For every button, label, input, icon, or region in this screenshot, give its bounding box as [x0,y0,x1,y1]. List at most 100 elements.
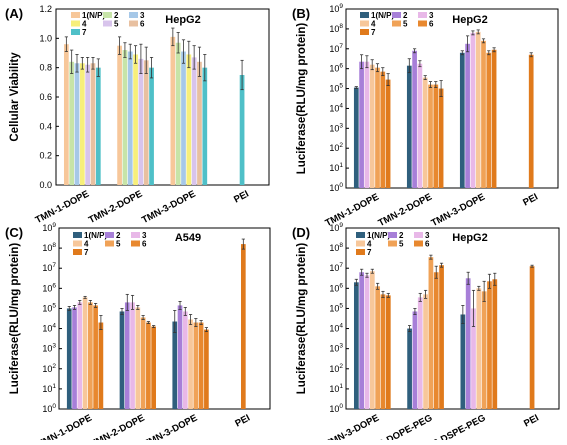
bar [459,52,465,188]
legend-swatch [388,232,397,238]
legend-label: 7 [84,248,89,257]
bar [151,326,156,409]
legend-label: 2 [403,11,408,20]
bar [412,311,418,409]
panel-label: (B) [292,6,310,21]
bar [353,282,359,409]
y-tick-label: 102 [42,363,56,374]
y-tick-label: 105 [329,83,343,94]
y-tick-label: 109 [329,222,343,233]
category-label: TMN-2-DOPE [377,192,434,229]
legend-swatch [103,20,112,27]
legend-swatch [73,249,82,255]
legend-swatch [392,20,401,27]
y-tick-label: 0.0 [39,180,52,190]
legend-swatch [131,232,140,238]
legend-label: 7 [371,28,376,37]
legend-label: 4 [82,20,87,29]
legend-swatch [414,240,423,247]
bar [69,61,75,185]
legend-swatch [360,29,369,35]
legend-label: 7 [82,28,87,37]
legend-swatch [388,240,397,247]
legend-swatch [105,240,114,247]
y-axis-title: Luciferase(RLU/mg protein) [296,23,308,175]
category-label: PEI [233,413,252,430]
legend-label: 3 [140,11,145,20]
legend-label: 2 [116,231,121,240]
bar [117,45,122,185]
legend-swatch [73,232,82,238]
y-tick-label: 106 [329,282,343,293]
legend-label: 4 [367,240,372,249]
bar [127,51,133,186]
legend-label: 3 [429,11,434,20]
category-label: TMN-3-DOPE [142,413,199,440]
y-tick-label: 100 [329,182,343,193]
bar [182,311,188,409]
panel-title: HepG2 [165,14,200,26]
legend-swatch [71,29,80,35]
bar [177,305,183,409]
bar [72,307,77,409]
category-label: PEI [232,189,251,206]
category-label: PEI [521,192,540,209]
bar [438,88,444,188]
y-tick-label: 100 [329,403,343,414]
legend-swatch [392,12,401,18]
legend: 1(N/P) 2 3 4 5 6 7 [73,231,147,257]
bar [417,63,423,188]
bar [407,328,412,409]
legend-swatch [414,232,423,238]
bar [85,64,91,185]
y-tick-label: 103 [329,122,343,133]
legend: 1(N/P) 2 3 4 5 6 7 [71,11,145,37]
bar [475,31,481,188]
bars [66,238,246,409]
legend-label: 6 [425,240,430,249]
bar [93,305,98,409]
y-tick-label: 102 [329,142,343,153]
category-label: TMN-2-DOPE [89,413,146,440]
y-tick-label: 108 [329,23,343,34]
legend-label: 2 [399,231,404,240]
legend-label: 6 [429,20,434,29]
bar [204,329,209,409]
bar [146,322,151,409]
bar [74,63,80,186]
legend-label: 4 [371,20,376,29]
y-tick-label: 1.0 [39,33,52,43]
bar [175,42,181,185]
y-tick-label: 105 [329,302,343,313]
bar [133,54,138,185]
legend-label: 1(N/P) [367,231,390,240]
y-tick-label: 104 [329,102,343,113]
panel-label: (C) [5,225,23,240]
category-label: TMN-3-DOPE [140,189,197,226]
bar [198,322,204,409]
legend-label: 4 [84,240,89,249]
bar [119,311,125,409]
y-tick-label: 0.6 [39,92,52,102]
bar [380,71,386,188]
bar [90,63,96,186]
bar [353,87,359,188]
legend-label: 1(N/P) [371,11,394,20]
legend-swatch [103,12,112,18]
bar [433,272,439,409]
bar [172,321,178,409]
bar [95,67,101,185]
bar [130,302,135,409]
bar [492,279,498,409]
y-axis-title: Luciferase(RLU/mg protein) [296,243,308,395]
y-tick-label: 1.2 [39,4,52,14]
y-tick-label: 103 [329,343,343,354]
bar [88,302,93,409]
bar [181,51,186,186]
bar [439,265,444,409]
bar [364,61,370,189]
y-tick-label: 109 [329,3,343,14]
y-tick-label: 108 [329,242,343,253]
bar [406,65,412,188]
legend: 1(N/P) 2 3 4 5 6 7 [360,11,434,37]
